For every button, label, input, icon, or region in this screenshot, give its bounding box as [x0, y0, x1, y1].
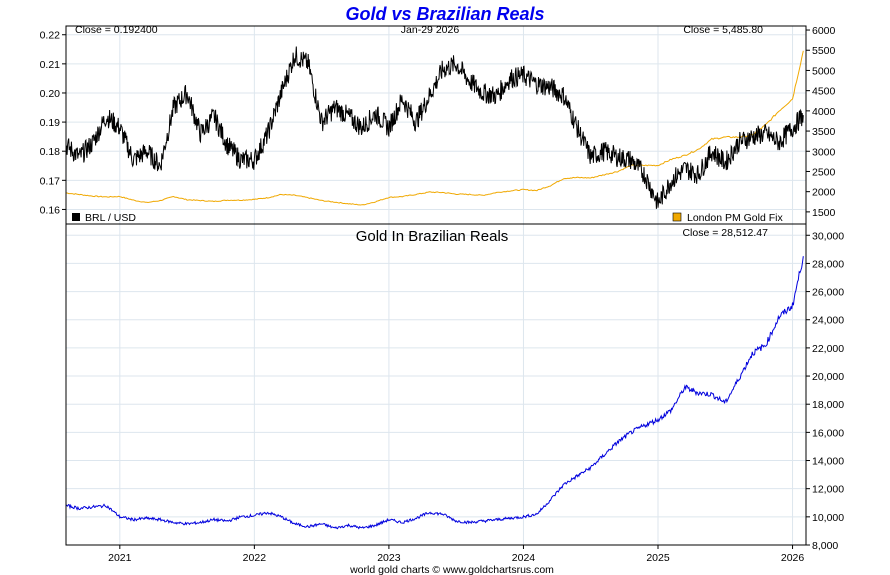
top-right-tick-label-6: 4500: [812, 86, 836, 98]
bottom-panel: 8,000 10,000 12,000 14,000 16,000 18,000 20,00…: [65, 223, 844, 564]
gold-legend-swatch: [672, 212, 682, 222]
date-label: Jan-29 2026: [401, 24, 460, 36]
gold-in-brl-line: [65, 256, 804, 530]
x-tick-label-2024: 2024: [512, 552, 536, 564]
top-panel-series: [65, 46, 804, 209]
bottom-right-tick-label-8: 24,000: [812, 315, 844, 327]
x-tick-label-2023: 2023: [377, 552, 401, 564]
bottom-right-tick-label-2: 12,000: [812, 484, 844, 496]
x-tick-label-2021: 2021: [108, 552, 132, 564]
brl-legend-label: BRL / USD: [85, 212, 136, 224]
bottom-right-tick-label-0: 8,000: [812, 540, 838, 552]
top-left-tick-label-3: 0.19: [40, 117, 61, 129]
bottom-panel-series: [65, 256, 804, 530]
gold-legend-label: London PM Gold Fix: [687, 212, 783, 224]
top-right-tick-label-7: 5000: [812, 65, 836, 77]
top-left-tick-label-0: 0.16: [40, 204, 61, 216]
top-right-tick-label-2: 2500: [812, 166, 836, 178]
top-left-axis: 0.16 0.17 0.18 0.19 0.20 0.21 0.22: [40, 30, 66, 216]
bottom-right-axis: 8,000 10,000 12,000 14,000 16,000 18,000 20,00…: [806, 230, 844, 552]
bottom-right-tick-label-11: 30,000: [812, 230, 844, 242]
bottom-right-tick-label-4: 16,000: [812, 427, 844, 439]
top-left-tick-label-6: 0.22: [40, 30, 61, 42]
top-right-tick-label-9: 6000: [812, 25, 836, 37]
bottom-panel-frame: [65, 223, 807, 546]
top-right-tick-label-0: 1500: [812, 207, 836, 219]
top-panel: 0.16 0.17 0.18 0.19 0.20 0.21 0.22 1500 2000 250…: [40, 24, 836, 225]
brl-legend-swatch: [72, 213, 80, 221]
top-left-tick-label-5: 0.21: [40, 59, 61, 71]
footer-credit: world gold charts © www.goldchartsrus.co…: [349, 564, 554, 575]
chart-title: Gold vs Brazilian Reals: [345, 4, 544, 24]
brl-usd-line: [65, 46, 804, 209]
x-tick-label-2025: 2025: [646, 552, 670, 564]
bottom-right-tick-label-6: 20,000: [812, 371, 844, 383]
brl-close-label: Close = 0.192400: [75, 24, 158, 36]
top-right-axis: 1500 2000 2500 3000 3500 4000 4500 5000 5500 6000: [806, 25, 836, 219]
top-panel-grid: [66, 26, 806, 224]
bottom-x-axis: 2021 2022 2023 2024 2025 2026: [108, 545, 804, 564]
top-right-tick-label-1: 2000: [812, 187, 836, 199]
bottom-right-tick-label-1: 10,000: [812, 512, 844, 524]
gold-line: [65, 50, 804, 206]
gold-close-label: Close = 5,485.80: [683, 24, 763, 36]
top-right-tick-label-5: 4000: [812, 106, 836, 118]
top-panel-frame: [65, 25, 807, 225]
top-right-tick-label-4: 3500: [812, 126, 836, 138]
x-tick-label-2026: 2026: [781, 552, 805, 564]
bottom-panel-grid: [66, 224, 806, 546]
bottom-panel-title: Gold In Brazilian Reals: [356, 228, 509, 245]
x-tick-label-2022: 2022: [243, 552, 267, 564]
bottom-right-tick-label-9: 26,000: [812, 287, 844, 299]
top-left-tick-label-1: 0.17: [40, 175, 61, 187]
bottom-right-tick-label-3: 14,000: [812, 456, 844, 468]
top-right-tick-label-3: 3000: [812, 146, 836, 158]
top-right-tick-label-8: 5500: [812, 45, 836, 57]
top-left-tick-label-4: 0.20: [40, 88, 61, 100]
bottom-right-tick-label-10: 28,000: [812, 258, 844, 270]
bottom-right-tick-label-5: 18,000: [812, 399, 844, 411]
top-left-tick-label-2: 0.18: [40, 146, 61, 158]
gold-brl-close-label: Close = 28,512.47: [682, 227, 768, 239]
bottom-right-tick-label-7: 22,000: [812, 343, 844, 355]
